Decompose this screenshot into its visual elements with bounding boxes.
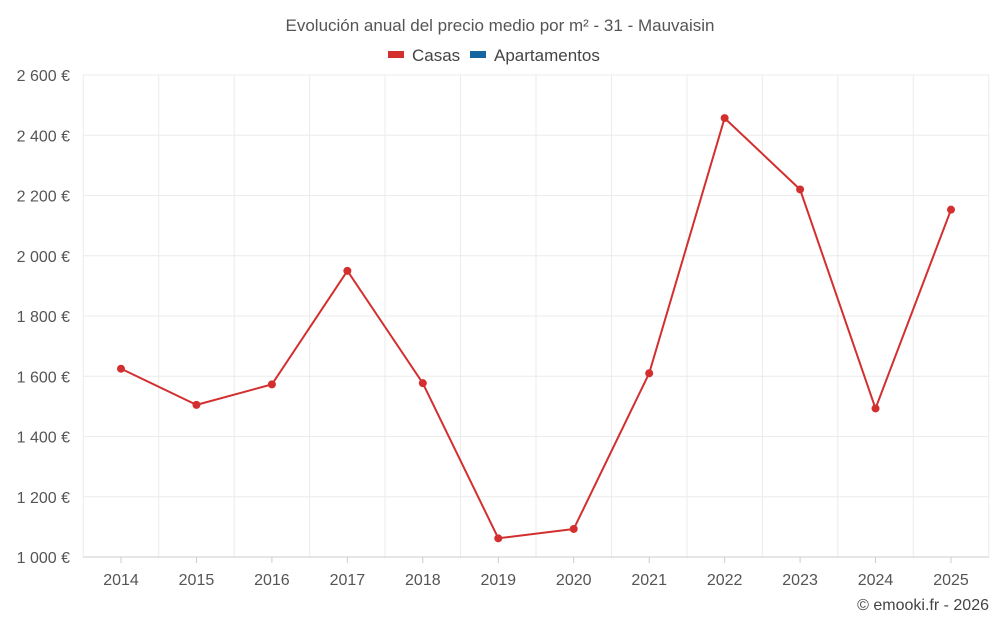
y-tick-label: 2 000 € bbox=[17, 249, 70, 266]
x-tick-label: 2019 bbox=[480, 572, 516, 589]
data-point[interactable] bbox=[645, 369, 654, 378]
data-point[interactable] bbox=[418, 379, 427, 388]
axes bbox=[83, 556, 989, 563]
chart-title: Evolución anual del precio medio por m² … bbox=[286, 16, 715, 35]
legend-item-casas[interactable]: Casas bbox=[388, 46, 460, 65]
x-tick-label: 2016 bbox=[254, 572, 290, 589]
data-point[interactable] bbox=[343, 266, 352, 275]
data-point[interactable] bbox=[569, 524, 578, 533]
y-tick-label: 1 800 € bbox=[17, 309, 70, 326]
data-point[interactable] bbox=[796, 185, 805, 194]
legend-label-apartamentos: Apartamentos bbox=[494, 46, 600, 65]
x-tick-label: 2024 bbox=[858, 572, 894, 589]
x-axis-ticks: 2014 2015 2016 2017 2018 2019 2020 2021 2022 2023… bbox=[103, 572, 969, 589]
y-tick-label: 2 400 € bbox=[17, 128, 70, 145]
y-tick-label: 1 400 € bbox=[17, 430, 70, 447]
x-tick-label: 2021 bbox=[631, 572, 667, 589]
x-tick-label: 2025 bbox=[933, 572, 969, 589]
data-point[interactable] bbox=[720, 114, 729, 123]
x-tick-label: 2017 bbox=[330, 572, 366, 589]
data-point[interactable] bbox=[494, 534, 503, 543]
data-point[interactable] bbox=[947, 205, 955, 214]
legend-item-apartamentos[interactable]: Apartamentos bbox=[470, 46, 600, 65]
x-tick-label: 2015 bbox=[179, 572, 215, 589]
legend-label-casas: Casas bbox=[412, 46, 460, 65]
legend-swatch-apartamentos bbox=[470, 51, 486, 58]
y-tick-label: 2 600 € bbox=[17, 68, 70, 85]
series-line-casas bbox=[120, 117, 952, 540]
y-tick-label: 1 200 € bbox=[17, 490, 70, 507]
y-tick-label: 1 000 € bbox=[17, 550, 70, 567]
x-tick-label: 2020 bbox=[556, 572, 592, 589]
series bbox=[117, 114, 955, 543]
data-point[interactable] bbox=[267, 380, 276, 389]
x-tick-label: 2018 bbox=[405, 572, 441, 589]
data-point[interactable] bbox=[871, 404, 880, 413]
y-tick-label: 2 200 € bbox=[17, 189, 70, 206]
data-point[interactable] bbox=[192, 400, 201, 409]
x-tick-label: 2023 bbox=[782, 572, 818, 589]
legend: Casas Apartamentos bbox=[388, 46, 600, 65]
credit-text: © emooki.fr - 2026 bbox=[857, 597, 989, 614]
x-tick-label: 2014 bbox=[103, 572, 139, 589]
grid bbox=[82, 74, 990, 558]
y-tick-label: 1 600 € bbox=[17, 369, 70, 386]
x-tick-label: 2022 bbox=[707, 572, 743, 589]
legend-swatch-casas bbox=[388, 51, 404, 58]
data-point[interactable] bbox=[117, 364, 125, 373]
y-axis-ticks: 1 000 € 1 200 € 1 400 € 1 600 € 1 800 € 2 000… bbox=[17, 68, 70, 567]
